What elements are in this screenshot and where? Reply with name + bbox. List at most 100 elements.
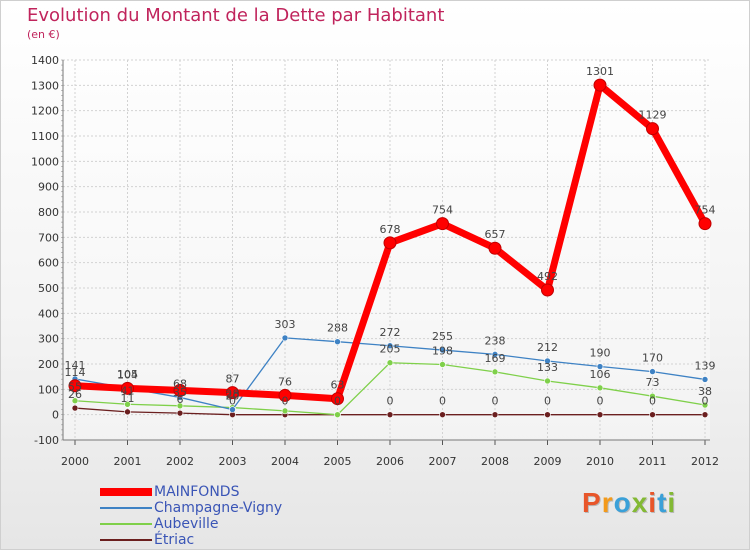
data-point bbox=[439, 411, 446, 418]
data-point bbox=[491, 411, 499, 418]
data-point bbox=[593, 78, 607, 92]
data-label: 105 bbox=[117, 368, 138, 381]
legend-label: Étriac bbox=[154, 532, 195, 548]
data-point bbox=[334, 338, 341, 346]
data-label: 6 bbox=[177, 393, 184, 406]
legend-swatch bbox=[100, 523, 152, 525]
data-label: 0 bbox=[334, 395, 341, 408]
data-label: 139 bbox=[695, 359, 716, 372]
logo-letter: t bbox=[657, 487, 668, 518]
x-tick-label: 2000 bbox=[61, 455, 89, 468]
y-tick-label: 200 bbox=[38, 358, 59, 371]
data-label: 0 bbox=[492, 395, 499, 408]
data-point bbox=[386, 359, 394, 367]
data-label: 20 bbox=[226, 390, 240, 403]
chart-legend: MAINFONDS Champagne-Vigny Aubeville Étriac bbox=[100, 484, 282, 548]
y-tick-label: 900 bbox=[38, 181, 59, 194]
x-tick-label: 2007 bbox=[429, 455, 457, 468]
data-label: 198 bbox=[432, 345, 453, 358]
data-point bbox=[386, 411, 394, 418]
data-point bbox=[176, 402, 184, 410]
data-label: 0 bbox=[597, 395, 604, 408]
y-tick-label: 1400 bbox=[31, 54, 59, 67]
data-label: 1129 bbox=[639, 109, 667, 122]
data-point bbox=[121, 381, 134, 395]
data-point bbox=[439, 346, 446, 354]
data-label: 26 bbox=[68, 388, 82, 401]
y-tick-label: 300 bbox=[38, 333, 59, 346]
data-label: 76 bbox=[278, 375, 292, 388]
data-label: 205 bbox=[380, 343, 401, 356]
y-tick-label: -100 bbox=[34, 434, 59, 447]
logo-letter: r bbox=[601, 487, 614, 518]
data-point bbox=[649, 368, 656, 375]
logo-letter: P bbox=[582, 487, 602, 518]
data-point bbox=[649, 411, 656, 418]
proxiti-logo: Proxiti bbox=[582, 487, 676, 519]
x-tick-label: 2001 bbox=[114, 455, 142, 468]
y-tick-label: 1000 bbox=[31, 155, 59, 168]
data-label: 38 bbox=[698, 385, 712, 398]
data-point bbox=[544, 377, 551, 385]
data-point bbox=[68, 379, 82, 393]
legend-item: Champagne-Vigny bbox=[100, 500, 282, 516]
data-point bbox=[383, 236, 397, 250]
y-tick-label: 100 bbox=[38, 383, 59, 396]
data-label: 255 bbox=[432, 330, 453, 343]
data-point bbox=[701, 401, 709, 409]
data-label: 106 bbox=[590, 368, 611, 381]
data-label: 133 bbox=[537, 361, 558, 374]
data-point bbox=[596, 411, 604, 418]
y-tick-label: 700 bbox=[38, 231, 59, 244]
data-point bbox=[176, 409, 184, 417]
data-label: 0 bbox=[282, 395, 289, 408]
data-label: 0 bbox=[229, 395, 236, 408]
x-tick-label: 2004 bbox=[271, 455, 299, 468]
logo-letter: i bbox=[667, 487, 677, 518]
data-point bbox=[649, 392, 656, 400]
data-point bbox=[124, 408, 131, 416]
data-label: 0 bbox=[387, 395, 394, 408]
data-point bbox=[281, 334, 289, 342]
data-point bbox=[701, 376, 709, 383]
data-label: 303 bbox=[275, 318, 296, 331]
legend-swatch bbox=[100, 507, 152, 509]
x-tick-label: 2008 bbox=[481, 455, 509, 468]
data-label: 11 bbox=[121, 392, 135, 405]
data-label: 35 bbox=[173, 386, 187, 399]
data-point bbox=[278, 388, 292, 402]
chart-unit: (en €) bbox=[27, 28, 60, 41]
x-tick-label: 2003 bbox=[219, 455, 247, 468]
data-point bbox=[439, 361, 446, 368]
y-tick-label: 400 bbox=[38, 307, 59, 320]
data-point bbox=[491, 351, 499, 358]
data-label: 104 bbox=[117, 368, 138, 381]
data-label: 41 bbox=[121, 384, 135, 397]
x-tick-label: 2012 bbox=[691, 455, 719, 468]
data-point bbox=[226, 386, 239, 400]
data-point bbox=[544, 357, 551, 365]
legend-item: Aubeville bbox=[100, 516, 282, 532]
data-point bbox=[124, 400, 131, 408]
data-label: 55 bbox=[68, 381, 82, 394]
data-point bbox=[331, 392, 344, 406]
data-label: 28 bbox=[226, 388, 240, 401]
logo-letter: x bbox=[631, 487, 649, 518]
data-point bbox=[541, 283, 554, 297]
y-tick-label: 800 bbox=[38, 206, 59, 219]
data-point bbox=[173, 383, 187, 397]
data-point bbox=[488, 241, 502, 255]
data-label: 272 bbox=[380, 326, 401, 339]
data-label: 678 bbox=[380, 223, 401, 236]
data-label: 0 bbox=[439, 395, 446, 408]
data-point bbox=[71, 404, 79, 412]
data-label: 212 bbox=[537, 341, 558, 354]
data-label: 114 bbox=[65, 366, 86, 379]
y-tick-label: 1200 bbox=[31, 105, 59, 118]
data-point bbox=[386, 342, 394, 350]
data-point bbox=[596, 384, 604, 392]
x-tick-label: 2002 bbox=[166, 455, 194, 468]
y-tick-label: 1300 bbox=[31, 79, 59, 92]
